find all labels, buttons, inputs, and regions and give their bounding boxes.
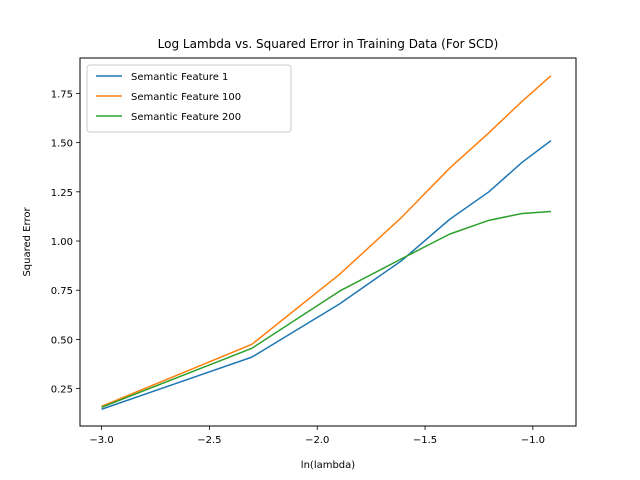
y-tick-label: 0.50	[51, 335, 73, 346]
x-tick-label: −2.5	[197, 435, 221, 446]
x-tick-label: −2.0	[305, 435, 329, 446]
legend-label-2: Semantic Feature 100	[131, 92, 241, 103]
series-line-3	[101, 210, 552, 408]
x-tick-label: −1.5	[413, 435, 437, 446]
x-tick-label: −3.0	[89, 435, 113, 446]
plot-frame	[79, 57, 577, 427]
y-tick-label: 1.75	[51, 89, 73, 100]
legend: Semantic Feature 1 Semantic Feature 100 Se…	[86, 64, 292, 133]
y-tick-label: 1.25	[51, 188, 73, 199]
legend-label-3: Semantic Feature 200	[131, 112, 241, 123]
y-tick-label: 0.75	[51, 286, 73, 297]
series-line-1	[101, 140, 552, 410]
series-line-2	[101, 75, 552, 408]
y-tick-label: 0.25	[51, 385, 73, 396]
x-axis-label: ln(lambda)	[301, 460, 355, 471]
legend-box	[86, 64, 292, 133]
y-tick-label: 1.50	[51, 139, 73, 150]
x-tick-label: −1.0	[521, 435, 545, 446]
chart-title: Log Lambda vs. Squared Error in Training…	[158, 37, 499, 51]
y-tick-label: 1.00	[51, 237, 73, 248]
ticks-layer: −3.0 −2.5 −2.0 −1.5 −1.0 0.25 0.50 0.75 1.00 1.25…	[51, 89, 545, 446]
y-axis-label: Squared Error	[22, 207, 33, 277]
series-layer	[101, 75, 552, 410]
legend-label-1: Semantic Feature 1	[131, 72, 228, 83]
